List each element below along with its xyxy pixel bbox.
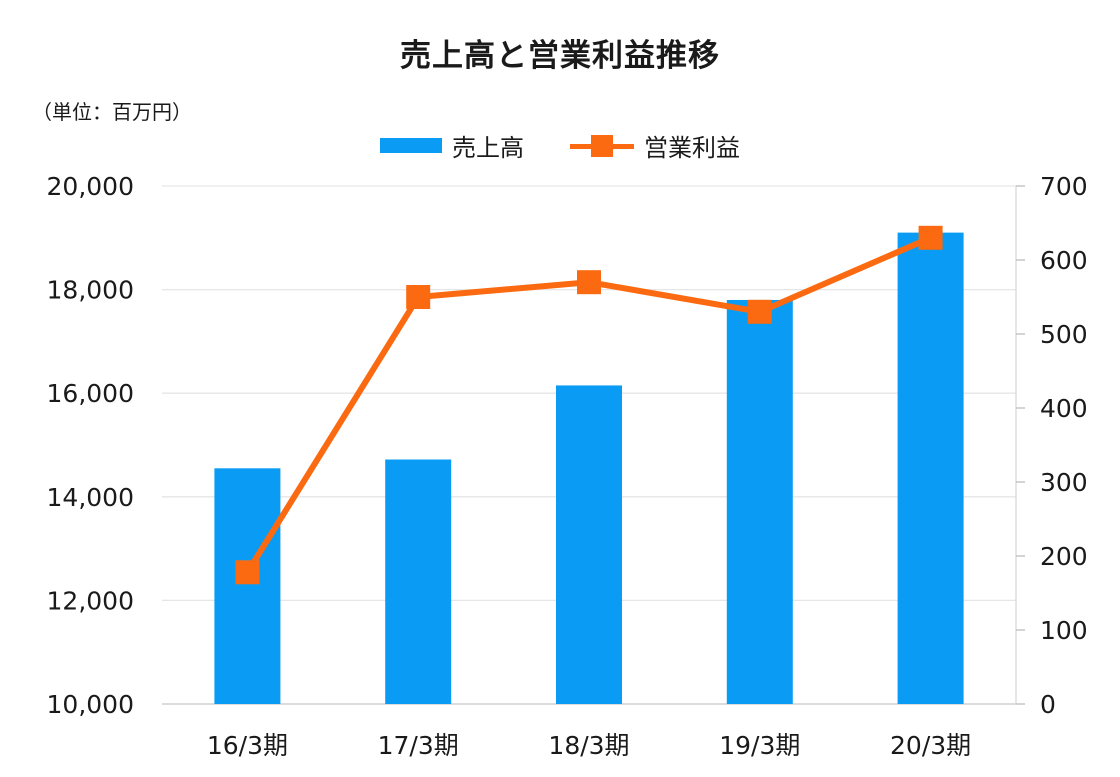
operating-profit-marker-2 <box>406 285 431 309</box>
y-right-tick-label: 300 <box>1040 468 1088 497</box>
bar-4 <box>726 299 793 704</box>
legend: 売上高 営業利益 <box>0 128 1120 163</box>
legend-label-sales: 売上高 <box>452 134 524 162</box>
y-right-tick-label: 400 <box>1040 394 1088 423</box>
y-left-tick-label: 18,000 <box>47 276 134 305</box>
y-right-tick-label: 0 <box>1040 690 1056 719</box>
y-right-tick-label: 100 <box>1040 616 1088 645</box>
x-tick-label: 20/3期 <box>890 731 971 760</box>
x-tick-label: 19/3期 <box>719 731 800 760</box>
y-left-tick-label: 14,000 <box>47 483 134 512</box>
y-right-tick-label: 200 <box>1040 542 1088 571</box>
y-left-tick-label: 16,000 <box>47 379 134 408</box>
legend-swatch-bar <box>380 138 442 153</box>
x-tick-label: 18/3期 <box>548 731 629 760</box>
legend-item-sales: 売上高 <box>380 128 524 163</box>
legend-swatch-line <box>570 134 634 158</box>
x-tick-label: 17/3期 <box>378 731 459 760</box>
operating-profit-marker-5 <box>918 225 943 250</box>
y-left-tick-label: 10,000 <box>47 690 134 719</box>
operating-profit-marker-1 <box>235 560 260 585</box>
y-right-tick-label: 500 <box>1040 320 1088 349</box>
legend-label-operating-profit: 営業利益 <box>644 134 740 162</box>
unit-label: （単位：百万円） <box>32 100 192 124</box>
bar-5 <box>897 232 964 704</box>
y-right-tick-label: 700 <box>1040 172 1088 201</box>
bar-1 <box>214 468 281 704</box>
legend-item-operating-profit: 営業利益 <box>570 128 740 163</box>
y-right-tick-label: 600 <box>1040 246 1088 275</box>
bar-3 <box>556 385 622 704</box>
y-left-tick-label: 20,000 <box>47 172 134 201</box>
operating-profit-marker-4 <box>747 299 772 324</box>
x-tick-label: 16/3期 <box>207 731 288 760</box>
operating-profit-marker-3 <box>577 270 601 295</box>
chart-title: 売上高と営業利益推移 <box>400 38 720 74</box>
y-left-tick-label: 12,000 <box>47 586 134 615</box>
bar-2 <box>385 459 452 704</box>
